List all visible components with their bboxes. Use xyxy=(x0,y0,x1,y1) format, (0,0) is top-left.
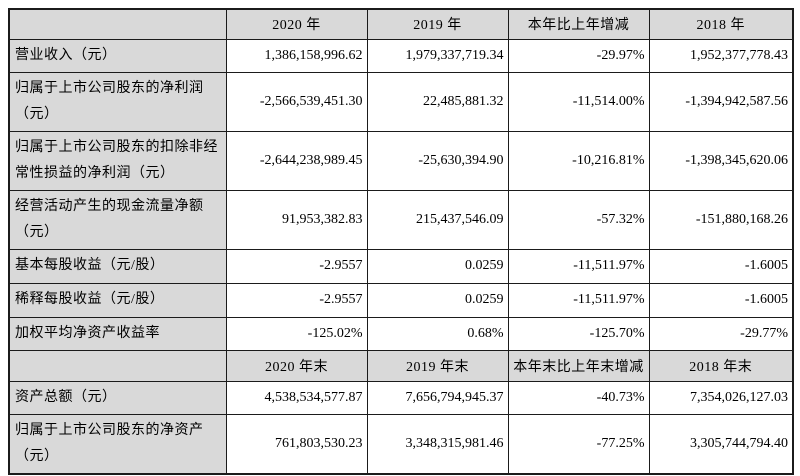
cell-2020: 1,386,158,996.62 xyxy=(225,38,368,73)
cell-change: -11,514.00% xyxy=(507,71,650,132)
cell-2020: -125.02% xyxy=(225,316,368,351)
yearend-header-2020: 2020 年末 xyxy=(225,349,368,382)
financial-summary-table: 2020 年 2019 年 本年比上年增减 2018 年 营业收入（元） 1,3… xyxy=(8,8,794,475)
cell-2020: 91,953,382.83 xyxy=(225,189,368,250)
table-row-operating-cash-flow: 经营活动产生的现金流量净额（元） 91,953,382.83 215,437,5… xyxy=(8,189,794,250)
cell-2018: -1,398,345,620.06 xyxy=(648,130,794,191)
cell-2019: 0.0259 xyxy=(366,248,509,284)
cell-change: -77.25% xyxy=(507,413,650,474)
yearend-header-2018: 2018 年末 xyxy=(648,349,794,382)
row-label: 加权平均净资产收益率 xyxy=(8,316,227,351)
row-label: 营业收入（元） xyxy=(8,38,227,73)
table-row-net-assets: 归属于上市公司股东的净资产（元） 761,803,530.23 3,348,31… xyxy=(8,413,794,474)
cell-2018: -1.6005 xyxy=(648,248,794,284)
cell-2018: 1,952,377,778.43 xyxy=(648,38,794,73)
table-row-diluted-eps: 稀释每股收益（元/股） -2.9557 0.0259 -11,511.97% -… xyxy=(8,282,794,318)
table-row-total-assets: 资产总额（元） 4,538,534,577.87 7,656,794,945.3… xyxy=(8,380,794,415)
annual-header-change: 本年比上年增减 xyxy=(507,8,650,40)
cell-2020: 761,803,530.23 xyxy=(225,413,368,474)
annual-header-row: 2020 年 2019 年 本年比上年增减 2018 年 xyxy=(8,8,794,40)
row-label: 稀释每股收益（元/股） xyxy=(8,282,227,318)
cell-change: -11,511.97% xyxy=(507,248,650,284)
row-label: 归属于上市公司股东的净资产（元） xyxy=(8,413,227,474)
cell-change: -40.73% xyxy=(507,380,650,415)
row-label: 资产总额（元） xyxy=(8,380,227,415)
cell-2020: -2,566,539,451.30 xyxy=(225,71,368,132)
cell-2020: -2.9557 xyxy=(225,282,368,318)
cell-change: -57.32% xyxy=(507,189,650,250)
cell-2020: 4,538,534,577.87 xyxy=(225,380,368,415)
annual-header-2020: 2020 年 xyxy=(225,8,368,40)
cell-change: -10,216.81% xyxy=(507,130,650,191)
yearend-header-row: 2020 年末 2019 年末 本年末比上年末增减 2018 年末 xyxy=(8,349,794,382)
cell-2018: -1,394,942,587.56 xyxy=(648,71,794,132)
table-row-weighted-avg-roe: 加权平均净资产收益率 -125.02% 0.68% -125.70% -29.7… xyxy=(8,316,794,351)
cell-2018: -1.6005 xyxy=(648,282,794,318)
cell-2019: 7,656,794,945.37 xyxy=(366,380,509,415)
cell-2018: -151,880,168.26 xyxy=(648,189,794,250)
annual-header-2018: 2018 年 xyxy=(648,8,794,40)
table-row-basic-eps: 基本每股收益（元/股） -2.9557 0.0259 -11,511.97% -… xyxy=(8,248,794,284)
yearend-header-empty-cell xyxy=(8,349,227,382)
row-label: 经营活动产生的现金流量净额（元） xyxy=(8,189,227,250)
yearend-header-2019: 2019 年末 xyxy=(366,349,509,382)
annual-header-2019: 2019 年 xyxy=(366,8,509,40)
cell-2018: 7,354,026,127.03 xyxy=(648,380,794,415)
annual-header-empty-cell xyxy=(8,8,227,40)
row-label: 归属于上市公司股东的扣除非经常性损益的净利润（元） xyxy=(8,130,227,191)
cell-change: -29.97% xyxy=(507,38,650,73)
table-row-net-profit: 归属于上市公司股东的净利润（元） -2,566,539,451.30 22,48… xyxy=(8,71,794,132)
cell-2020: -2.9557 xyxy=(225,248,368,284)
cell-2019: 1,979,337,719.34 xyxy=(366,38,509,73)
cell-2019: 22,485,881.32 xyxy=(366,71,509,132)
yearend-header-change: 本年末比上年末增减 xyxy=(507,349,650,382)
cell-2019: 215,437,546.09 xyxy=(366,189,509,250)
cell-2019: 0.68% xyxy=(366,316,509,351)
cell-2019: 3,348,315,981.46 xyxy=(366,413,509,474)
table-row-net-profit-excl-nonrecurring: 归属于上市公司股东的扣除非经常性损益的净利润（元） -2,644,238,989… xyxy=(8,130,794,191)
cell-2018: -29.77% xyxy=(648,316,794,351)
cell-2019: -25,630,394.90 xyxy=(366,130,509,191)
cell-change: -125.70% xyxy=(507,316,650,351)
table-row-revenue: 营业收入（元） 1,386,158,996.62 1,979,337,719.3… xyxy=(8,38,794,73)
cell-2019: 0.0259 xyxy=(366,282,509,318)
cell-2020: -2,644,238,989.45 xyxy=(225,130,368,191)
row-label: 基本每股收益（元/股） xyxy=(8,248,227,284)
row-label: 归属于上市公司股东的净利润（元） xyxy=(8,71,227,132)
cell-2018: 3,305,744,794.40 xyxy=(648,413,794,474)
cell-change: -11,511.97% xyxy=(507,282,650,318)
